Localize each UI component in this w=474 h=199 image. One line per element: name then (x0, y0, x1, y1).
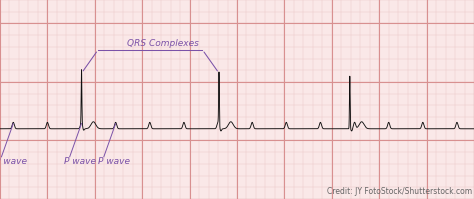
Text: P wave: P wave (98, 157, 130, 166)
Text: P wave: P wave (64, 157, 96, 166)
Text: Credit: JY FotoStock/Shutterstock.com: Credit: JY FotoStock/Shutterstock.com (327, 187, 472, 196)
Text: P wave: P wave (0, 157, 27, 166)
Text: QRS Complexes: QRS Complexes (127, 39, 199, 48)
